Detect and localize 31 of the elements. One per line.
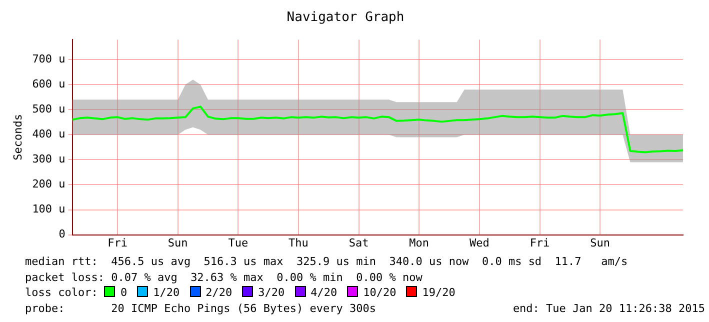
- legend-label: 3/20: [258, 286, 285, 299]
- y-tick-label: 500 u: [32, 102, 66, 116]
- x-tick-label: Sun: [168, 236, 188, 250]
- y-tick-label: 100 u: [32, 202, 66, 216]
- y-tick-label: 200 u: [32, 178, 66, 191]
- chart-title: Navigator Graph: [286, 10, 404, 26]
- legend-label: 1/20: [153, 286, 180, 299]
- legend-label: 2/20: [206, 286, 232, 299]
- y-tick-label: 400 u: [32, 128, 66, 141]
- x-tick-label: Wed: [470, 236, 490, 250]
- text: end: Tue Jan 20 11:26:38 2015: [512, 300, 705, 316]
- y-tick-label: 0: [58, 228, 66, 241]
- y-tick-label: 700 u: [32, 52, 66, 66]
- y-axis-title: Seconds: [11, 114, 24, 160]
- x-tick-label: Tue: [228, 236, 248, 250]
- text: packet loss: 0.07 % avg 32.63 % max 0.00 % min 0.00 % now: [25, 270, 422, 284]
- x-tick-label: Sun: [590, 236, 610, 250]
- legend-label: 19/20: [422, 286, 456, 299]
- text: loss color:: [25, 286, 98, 299]
- legend-label: 4/20: [310, 286, 338, 299]
- legend-label: 0: [120, 286, 128, 299]
- y-tick-label: 600 u: [32, 78, 66, 91]
- x-tick-label: Fri: [108, 236, 128, 250]
- x-tick-label: Sat: [348, 236, 369, 250]
- y-tick-label: 300 u: [32, 152, 66, 166]
- text: median rtt: 456.5 us avg 516.3 us max 325.9 us min 340.0 us now 0.0 ms sd 11.7 am/s: [25, 255, 628, 268]
- legend-label: 10/20: [363, 286, 396, 299]
- x-tick-label: Thu: [288, 236, 308, 250]
- x-tick-label: Fri: [530, 236, 550, 250]
- text: probe: 20 ICMP Echo Pings (56 Bytes) every 300s: [25, 300, 376, 316]
- x-tick-label: Mon: [409, 236, 430, 250]
